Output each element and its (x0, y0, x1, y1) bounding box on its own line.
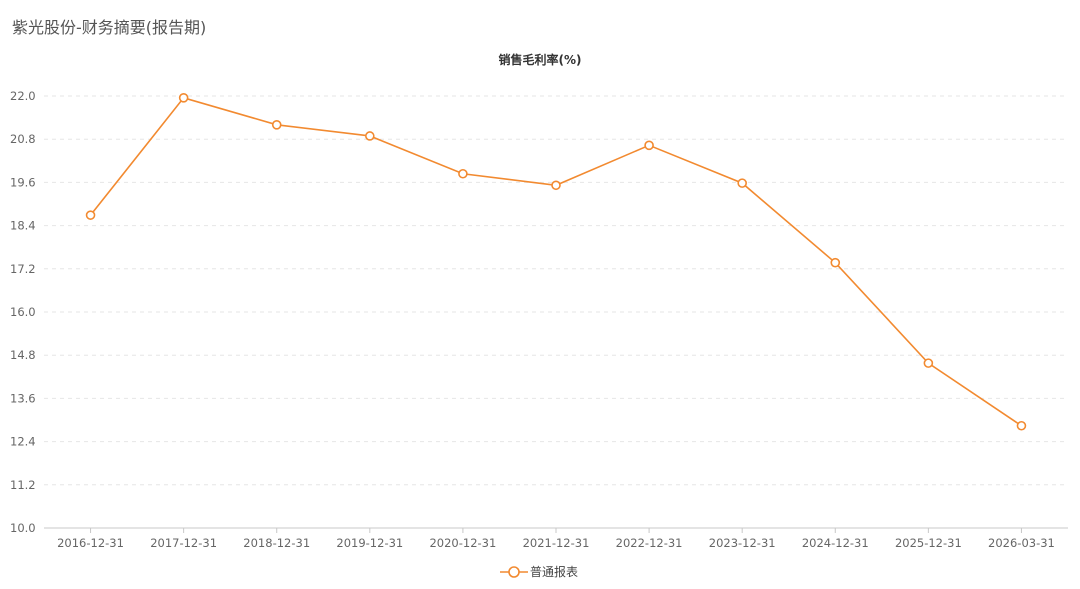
y-tick-label: 12.4 (10, 435, 36, 449)
data-point[interactable] (737, 178, 747, 188)
y-tick-label: 20.8 (10, 132, 36, 146)
y-tick-label: 13.6 (10, 391, 36, 405)
x-tick-label: 2023-12-31 (709, 536, 776, 550)
y-tick-label: 17.2 (10, 262, 36, 276)
data-point[interactable] (1016, 420, 1027, 431)
data-point[interactable] (271, 120, 282, 130)
data-point[interactable] (923, 358, 934, 368)
x-tick-label: 2026-03-31 (988, 536, 1055, 550)
grid-lines (44, 95, 1068, 486)
x-tick-label: 2016-12-31 (57, 536, 124, 550)
x-tick-label: 2018-12-31 (243, 536, 310, 550)
data-point[interactable] (458, 168, 468, 179)
x-tick-label: 2022-12-31 (616, 536, 683, 550)
x-tick-label: 2019-12-31 (336, 536, 403, 550)
data-point[interactable] (644, 140, 654, 151)
data-point[interactable] (830, 257, 841, 268)
y-tick-label: 16.0 (10, 305, 36, 319)
y-tick-label: 11.2 (10, 478, 36, 492)
data-point[interactable] (85, 210, 96, 220)
x-tick-label: 2024-12-31 (802, 536, 869, 550)
series-layer (85, 93, 1027, 431)
y-tick-label: 19.6 (10, 175, 36, 189)
page-title: 紫光股份-财务摘要(报告期) (12, 18, 207, 37)
y-tick-label: 22.0 (10, 89, 36, 103)
data-point[interactable] (365, 131, 375, 141)
y-axis: 10.0 11.2 12.4 13.6 14.8 16.0 17.2 18.4 19.6 20.8… (10, 89, 36, 535)
y-tick-label: 14.8 (10, 348, 36, 362)
x-axis: 2016-12-31 2017-12-31 2018-12-31 2019-12-31… (44, 527, 1068, 550)
data-point[interactable] (178, 93, 189, 103)
data-point[interactable] (551, 180, 561, 191)
legend-label: 普通报表 (530, 564, 578, 579)
chart-title: 销售毛利率(%) (499, 52, 582, 67)
series-line (89, 96, 1022, 427)
y-tick-label: 18.4 (10, 219, 36, 233)
x-tick-label: 2017-12-31 (150, 536, 217, 550)
x-tick-label: 2020-12-31 (429, 536, 496, 550)
x-tick-label: 2025-12-31 (895, 536, 962, 550)
legend[interactable]: 普通报表 (500, 564, 578, 579)
y-tick-label: 10.0 (10, 521, 36, 535)
legend-marker (508, 566, 520, 578)
x-tick-label: 2021-12-31 (523, 536, 590, 550)
